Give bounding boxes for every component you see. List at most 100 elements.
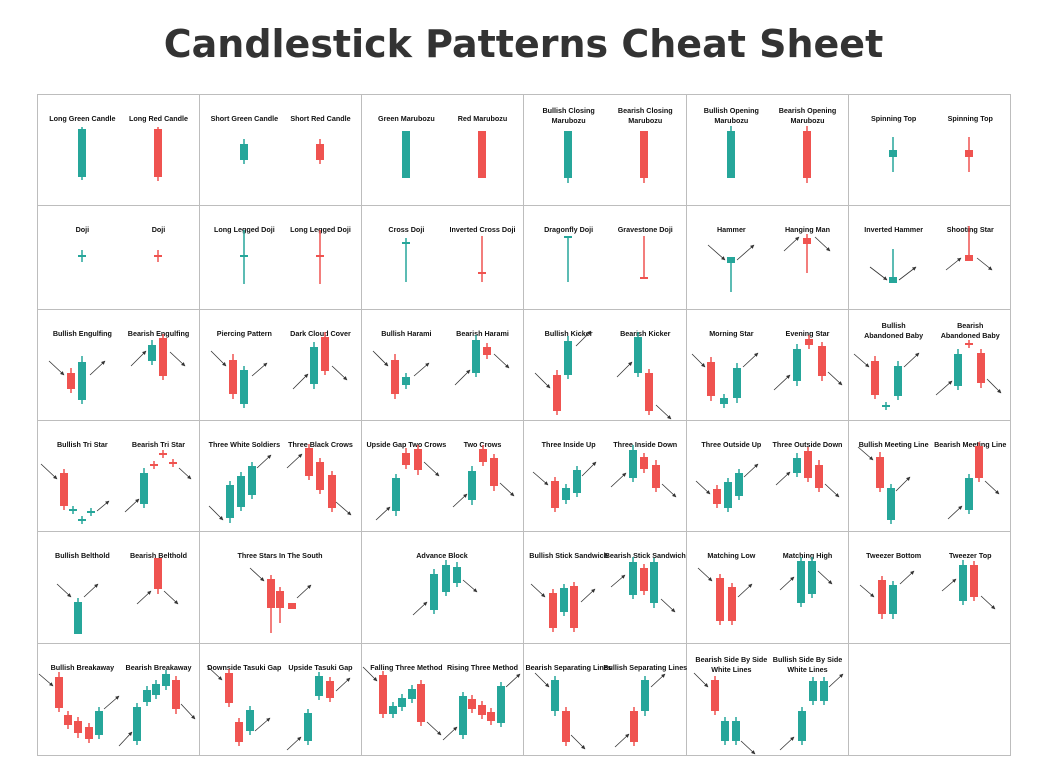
bull-candle (809, 681, 817, 701)
bear-candle (154, 129, 162, 177)
pattern-cell: Bullish Harami Bearish Harami (372, 329, 510, 399)
label-bearish-abandoned-baby: Abandoned Baby (941, 331, 1000, 340)
label-rising-three-method: Rising Three Method (447, 663, 518, 672)
label-doji: Doji (152, 225, 166, 234)
trend-arrow (505, 673, 521, 688)
trend-arrow (249, 567, 265, 582)
trend-arrow (736, 244, 755, 261)
bear-candle (267, 579, 275, 608)
bear-candle (487, 712, 495, 721)
trend-arrow (828, 673, 844, 688)
pattern-cell: Long Green Candle Long Red Candle (49, 114, 188, 181)
label-bearish-opening-marubozu: Marubozu (791, 116, 825, 125)
bear-candle (478, 131, 486, 178)
label-bearish-tri-star: Bearish Tri Star (132, 440, 185, 449)
bull-candle (724, 482, 732, 508)
bull-candle (472, 340, 480, 373)
bear-candle (74, 721, 82, 733)
bear-candle (64, 715, 72, 725)
label-falling-three-method: Falling Three Method (370, 663, 442, 672)
bull-candle (798, 711, 806, 741)
label-three-outside-down: Three Outside Down (773, 440, 843, 449)
label-bearish-harami: Bearish Harami (456, 329, 509, 338)
bear-candle (172, 680, 180, 709)
label-matching-low: Matching Low (707, 551, 755, 560)
label-green-marubozu: Green Marubozu (378, 114, 435, 123)
bull-candle (162, 674, 170, 686)
trend-arrow (426, 721, 442, 736)
bull-candle (459, 696, 467, 735)
label-red-marubozu: Red Marubozu (458, 114, 508, 123)
label-bullish-harami: Bullish Harami (381, 329, 431, 338)
bear-candle (803, 238, 811, 244)
bear-candle (713, 489, 721, 504)
trend-arrow (254, 717, 271, 732)
bull-candle (148, 345, 156, 361)
bull-candle (442, 565, 450, 592)
bear-candle (652, 465, 660, 488)
label-upside-gap-two-crows: Upside Gap Two Crows (366, 440, 446, 449)
trend-arrow (335, 677, 351, 692)
trend-arrow (56, 583, 72, 598)
bear-candle (815, 465, 823, 488)
bear-candle (468, 699, 476, 709)
bull-candle (634, 337, 642, 373)
bull-candle (74, 602, 82, 634)
bull-candle (304, 713, 312, 741)
trend-arrow (980, 595, 996, 610)
trend-arrow (210, 350, 227, 367)
pattern-cell: Morning Star Evening Star (691, 329, 843, 408)
bull-candle (398, 698, 406, 707)
bear-candle (640, 131, 648, 178)
trend-arrow (124, 498, 140, 513)
label-bearish-belthold: Bearish Belthold (130, 551, 187, 560)
trend-arrow (740, 740, 756, 755)
trend-arrow (423, 461, 440, 477)
bull-candle (143, 690, 151, 702)
label-dragonfly-doji: Dragonfly Doji (544, 225, 593, 234)
label-bullish-closing-marubozu: Marubozu (552, 116, 586, 125)
trend-arrow (853, 353, 870, 368)
trend-arrow (136, 590, 152, 605)
label-bearish-abandoned-baby: Bearish (957, 321, 983, 330)
trend-arrow (292, 373, 309, 390)
label-short-red-candle: Short Red Candle (290, 114, 350, 123)
bull-candle (140, 473, 148, 504)
bull-candle (808, 561, 816, 594)
label-bearish-opening-marubozu: Bearish Opening (779, 106, 837, 115)
trend-arrow (817, 570, 833, 585)
trend-arrow (986, 378, 1002, 394)
bear-candle (640, 457, 648, 469)
bear-candle (716, 578, 724, 621)
trend-arrow (372, 350, 389, 367)
bull-candle (894, 366, 902, 396)
bull-candle (240, 370, 248, 404)
bull-candle (453, 567, 461, 583)
label-bullish-abandoned-baby: Bullish (882, 321, 906, 330)
bull-candle (732, 721, 740, 741)
label-bearish-closing-marubozu: Bearish Closing (618, 106, 673, 115)
bull-candle (629, 562, 637, 595)
trend-arrow (38, 673, 54, 687)
trend-arrow (614, 733, 630, 748)
bull-candle (246, 710, 254, 731)
bear-candle (965, 255, 973, 261)
bull-candle (95, 711, 103, 735)
bull-candle (240, 144, 248, 160)
bear-candle (60, 473, 68, 506)
label-morning-star: Morning Star (709, 329, 754, 338)
label-three-inside-up: Three Inside Up (542, 440, 597, 449)
trend-arrow (660, 598, 676, 613)
bull-candle (573, 470, 581, 493)
bull-candle (468, 471, 476, 500)
bear-candle (316, 144, 324, 160)
trend-arrow (452, 493, 468, 508)
bear-candle (305, 448, 313, 476)
bear-candle (159, 338, 167, 376)
bear-candle (326, 681, 334, 698)
label-evening-star: Evening Star (786, 329, 830, 338)
bull-candle (78, 362, 86, 400)
trend-arrow (824, 483, 840, 498)
